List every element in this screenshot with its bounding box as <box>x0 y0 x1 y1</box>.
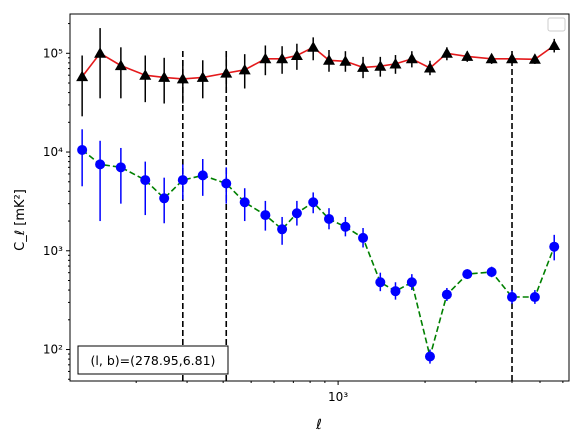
data-point-triangle <box>357 61 370 72</box>
data-point-circle <box>95 159 106 170</box>
data-point-triangle <box>339 55 352 66</box>
data-point-triangle <box>461 50 474 61</box>
data-point-triangle <box>238 63 251 75</box>
data-point-triangle <box>114 59 127 71</box>
series-0 <box>76 28 561 117</box>
data-point-circle <box>177 175 188 186</box>
x-axis-label: ℓ <box>315 417 322 433</box>
y-tick-label: 10² <box>43 343 63 357</box>
data-point-circle <box>390 286 401 297</box>
legend <box>547 17 566 32</box>
data-point-triangle <box>290 49 303 60</box>
vertical-marker-lines <box>182 49 513 381</box>
series-1 <box>77 129 560 364</box>
data-point-circle <box>159 193 170 204</box>
data-series <box>76 28 561 364</box>
data-point-triangle <box>220 67 233 78</box>
data-point-triangle <box>374 60 387 71</box>
data-point-triangle <box>276 52 289 64</box>
data-point-triangle <box>440 47 453 58</box>
data-point-triangle <box>76 70 89 82</box>
data-point-triangle <box>389 57 402 69</box>
data-point-circle <box>291 208 302 219</box>
data-point-circle <box>239 197 250 208</box>
data-point-triangle <box>528 53 541 64</box>
data-point-circle <box>260 210 271 221</box>
data-point-circle <box>221 178 232 189</box>
data-point-triangle <box>506 52 519 64</box>
data-point-triangle <box>94 47 107 58</box>
data-point-triangle <box>307 41 320 52</box>
data-point-circle <box>77 144 88 155</box>
data-point-triangle <box>139 69 152 80</box>
data-point-circle <box>197 170 208 181</box>
data-point-triangle <box>423 61 436 73</box>
data-point-circle <box>140 175 151 186</box>
data-point-circle <box>406 277 417 288</box>
x-tick-label: 10³ <box>328 390 348 404</box>
annotation-box: (l, b)=(278.95,6.81) <box>77 345 229 375</box>
plot-frame <box>69 13 570 382</box>
data-point-circle <box>441 289 452 300</box>
data-point-triangle <box>485 52 498 64</box>
data-point-triangle <box>405 52 418 64</box>
data-point-circle <box>323 213 334 224</box>
data-point-circle <box>462 269 473 280</box>
data-point-circle <box>424 351 435 362</box>
data-point-circle <box>277 224 288 235</box>
annotation-text: (l, b)=(278.95,6.81) <box>91 353 216 368</box>
data-point-circle <box>529 292 540 303</box>
y-tick-label: 10³ <box>43 244 63 258</box>
data-point-circle <box>358 232 369 243</box>
series-line <box>81 149 555 360</box>
y-axis-label: C_ℓ [mK²] <box>13 189 28 251</box>
data-point-circle <box>507 292 518 303</box>
data-point-circle <box>340 221 351 232</box>
data-point-circle <box>115 162 126 173</box>
data-point-triangle <box>322 54 335 65</box>
data-point-circle <box>486 266 497 277</box>
data-point-triangle <box>259 52 272 64</box>
data-point-circle <box>375 277 386 288</box>
axes: 10³ 10² 10³ 10⁴ 10⁵ <box>43 13 570 404</box>
data-point-circle <box>308 197 319 208</box>
data-point-triangle <box>158 71 171 82</box>
y-tick-label: 10⁵ <box>43 46 63 60</box>
data-point-triangle <box>548 39 561 50</box>
data-point-triangle <box>176 72 189 84</box>
y-tick-label: 10⁴ <box>43 145 63 159</box>
data-point-circle <box>549 241 560 252</box>
data-point-triangle <box>196 71 209 82</box>
